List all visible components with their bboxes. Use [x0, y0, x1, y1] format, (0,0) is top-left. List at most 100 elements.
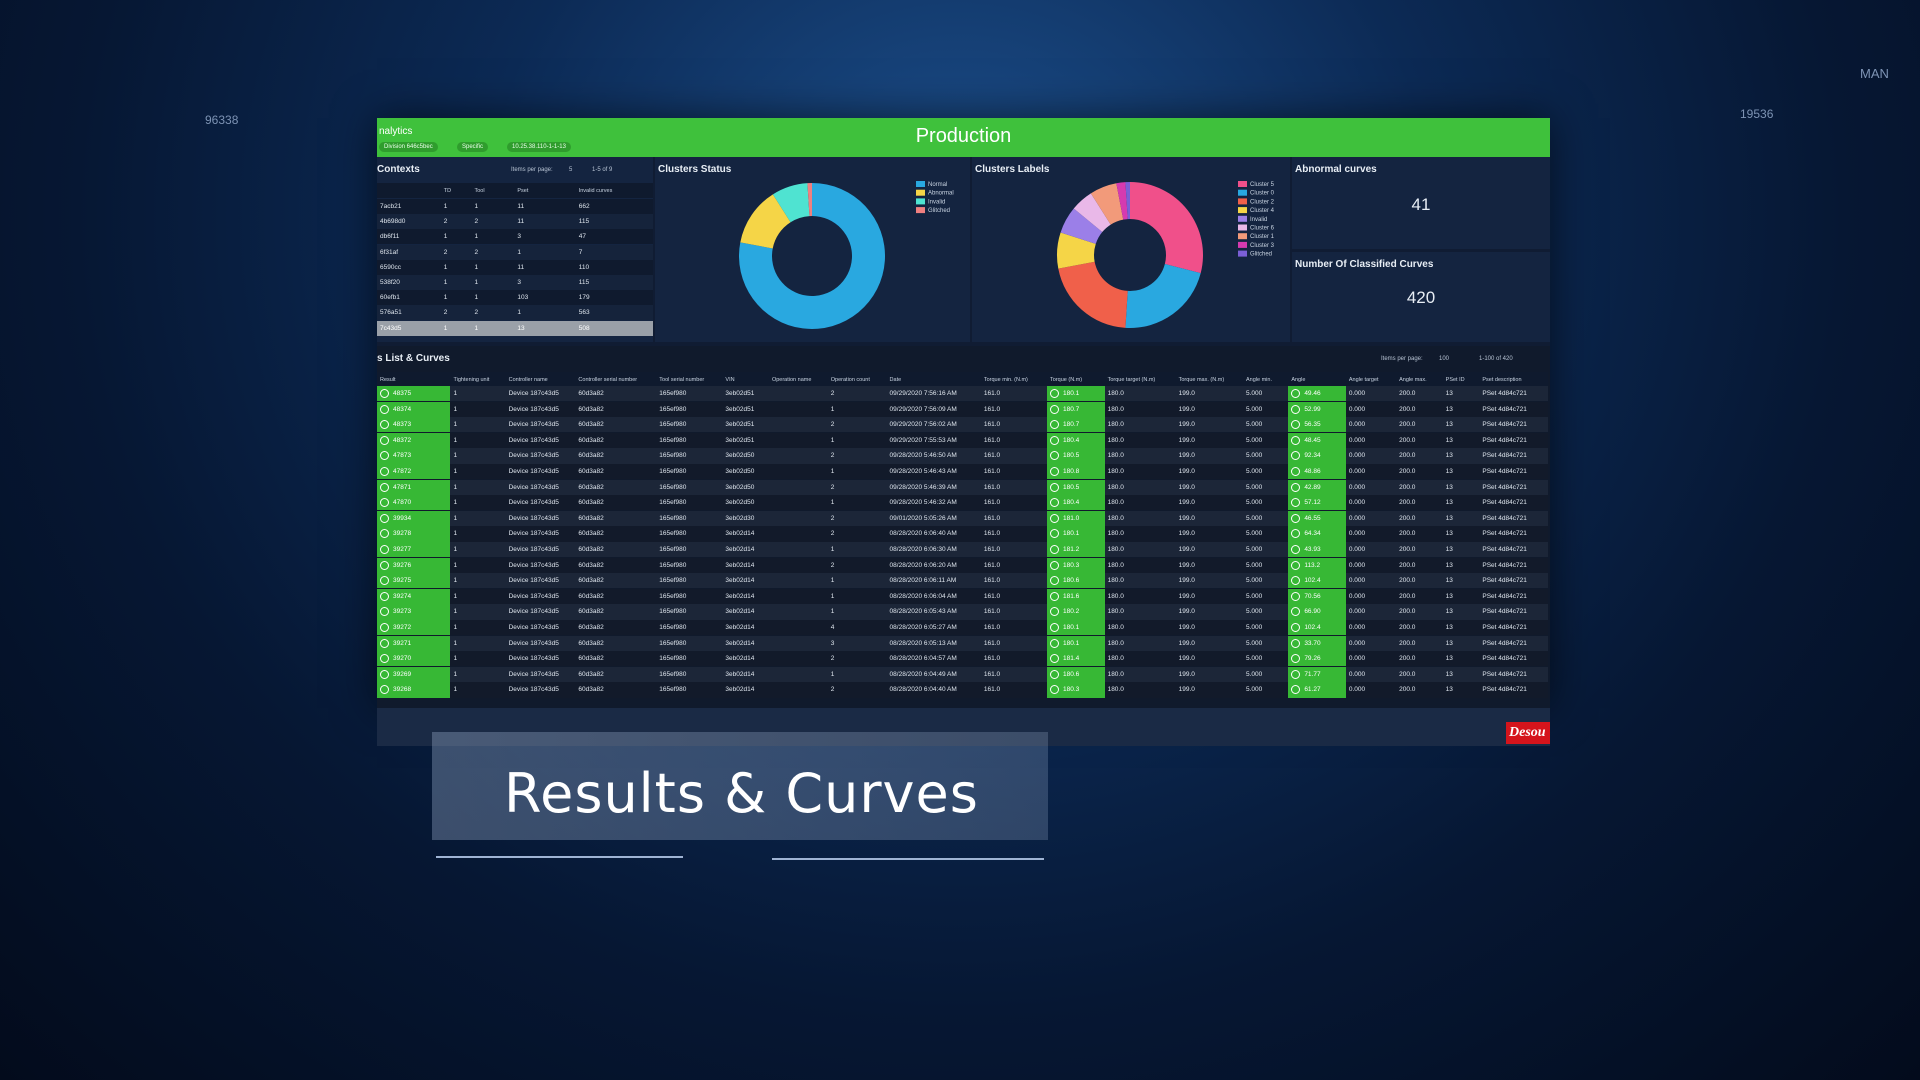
cell: 0.000 — [1348, 592, 1366, 600]
table-row[interactable]: 39275 1 Device 187c43d5 60d3a82 165ef980 3eb0… — [377, 573, 1548, 589]
cell: 3 — [830, 639, 835, 647]
cell: 0.000 — [1348, 655, 1366, 663]
check-icon — [380, 669, 389, 679]
status-cell: 48374 — [377, 401, 451, 417]
table-row[interactable]: 39276 1 Device 187c43d5 60d3a82 165ef980 3eb0… — [377, 557, 1548, 573]
table-row[interactable]: 39272 1 Device 187c43d5 60d3a82 165ef980 3eb0… — [377, 620, 1548, 636]
column-header[interactable]: Pset description — [1482, 376, 1522, 383]
column-header[interactable]: Torque (N.m) — [1050, 376, 1083, 383]
table-row[interactable]: db6f11 1 1 3 47 — [377, 229, 653, 245]
chip[interactable]: Specific — [457, 142, 489, 152]
table-row[interactable]: 47870 1 Device 187c43d5 60d3a82 165ef980 3eb0… — [377, 495, 1548, 511]
table-header: TD Tool Pset Invalid curves — [377, 183, 653, 198]
table-row[interactable]: 39273 1 Device 187c43d5 60d3a82 165ef980 3eb0… — [377, 604, 1548, 620]
table-row[interactable]: 47873 1 Device 187c43d5 60d3a82 165ef980 3eb0… — [377, 448, 1548, 464]
cell: PSet 4d84c721 — [1482, 514, 1527, 522]
table-row[interactable]: 60efb1 1 1 103 179 — [377, 290, 653, 306]
cell: 47873 — [393, 452, 412, 460]
table-row[interactable]: 47872 1 Device 187c43d5 60d3a82 165ef980 3eb0… — [377, 464, 1548, 480]
cell: Device 187c43d5 — [508, 499, 559, 507]
table-row[interactable]: 4b698d0 2 2 11 115 — [377, 214, 653, 230]
column-header[interactable]: Result — [380, 376, 396, 383]
column-header[interactable]: Angle min. — [1246, 376, 1272, 383]
table-row[interactable]: 48375 1 Device 187c43d5 60d3a82 165ef980 3eb0… — [377, 386, 1548, 402]
cell: 2 — [474, 218, 479, 226]
check-icon — [380, 545, 389, 555]
table-row[interactable]: 39274 1 Device 187c43d5 60d3a82 165ef980 3eb0… — [377, 588, 1548, 604]
cell: 5.000 — [1246, 483, 1263, 491]
cell: 3eb02d30 — [725, 514, 755, 522]
column-header[interactable]: Controller name — [508, 376, 548, 383]
cell: 161.0 — [983, 483, 1001, 491]
column-header[interactable]: Angle — [1291, 376, 1306, 383]
column-header[interactable]: Torque max. (N.m) — [1178, 376, 1225, 383]
pie-slice — [739, 183, 885, 329]
abnormal-card: Abnormal curves 41 — [1292, 157, 1550, 249]
cell: 0.000 — [1348, 546, 1366, 554]
chip[interactable]: Division 646c5bec — [379, 142, 438, 152]
cell: 165ef980 — [659, 421, 687, 429]
label: Items per page: — [511, 167, 553, 173]
column-header[interactable]: Angle max. — [1399, 376, 1427, 383]
cell: 161.0 — [983, 686, 1001, 694]
status-cell: 52.99 — [1288, 401, 1346, 417]
column-header[interactable]: Tool serial number — [659, 376, 705, 383]
table-row[interactable]: 7c43d5 1 1 13 508 — [377, 320, 653, 336]
items-per-page[interactable]: 5 — [569, 167, 573, 173]
table-row[interactable]: 39934 1 Device 187c43d5 60d3a82 165ef980 3eb0… — [377, 510, 1548, 526]
legend-label: Cluster 2 — [1250, 199, 1275, 205]
items-per-page[interactable]: 100 — [1439, 356, 1450, 362]
table-row[interactable]: 39268 1 Device 187c43d5 60d3a82 165ef980 3eb0… — [377, 682, 1548, 698]
cell: 161.0 — [983, 655, 1001, 663]
check-icon — [1050, 513, 1060, 523]
table-row[interactable]: 47871 1 Device 187c43d5 60d3a82 165ef980 3eb0… — [377, 479, 1548, 495]
cell: 39273 — [393, 608, 412, 616]
status-cell: 39269 — [377, 666, 451, 682]
card-title: s List & Curves — [377, 353, 450, 364]
table-row[interactable]: 39277 1 Device 187c43d5 60d3a82 165ef980 3eb0… — [377, 542, 1548, 558]
table-row[interactable]: 39270 1 Device 187c43d5 60d3a82 165ef980 3eb0… — [377, 651, 1548, 667]
column-header[interactable]: Controller serial number — [578, 376, 638, 383]
table-row[interactable]: 6f31af 2 2 1 7 — [377, 244, 653, 260]
table-row[interactable]: 48373 1 Device 187c43d5 60d3a82 165ef980 3eb0… — [377, 417, 1548, 433]
table-row[interactable]: 39278 1 Device 187c43d5 60d3a82 165ef980 3eb0… — [377, 526, 1548, 542]
table-row[interactable]: 6590cc 1 1 11 110 — [377, 259, 653, 275]
cell: 199.0 — [1178, 436, 1195, 444]
cell: 180.5 — [1063, 483, 1080, 491]
cell: 0.000 — [1348, 686, 1366, 694]
pie-slice — [1116, 182, 1128, 220]
cell: 199.0 — [1178, 530, 1195, 538]
cell: 0.000 — [1348, 390, 1366, 398]
legend-label: Cluster 1 — [1250, 234, 1275, 240]
chip[interactable]: 10.25.38.110-1-1-13 — [507, 142, 571, 152]
column-header[interactable]: Torque min. (N.m) — [983, 376, 1028, 383]
table-row[interactable]: 39269 1 Device 187c43d5 60d3a82 165ef980 3eb0… — [377, 666, 1548, 682]
column-header[interactable]: PSet ID — [1445, 376, 1465, 383]
column-header[interactable]: Operation name — [771, 376, 812, 383]
column-header[interactable]: VIN — [725, 376, 735, 383]
cell: 199.0 — [1178, 405, 1195, 413]
cell: 1 — [443, 324, 448, 332]
table-row[interactable]: 538f20 1 1 3 115 — [377, 275, 653, 290]
check-icon — [1291, 482, 1301, 492]
column-header[interactable]: Angle target — [1348, 376, 1379, 383]
check-icon — [1291, 498, 1301, 508]
cell: 1 — [453, 405, 458, 413]
table-row[interactable]: 576a51 2 2 1 563 — [377, 305, 653, 321]
table-row[interactable]: 7acb21 1 1 11 662 — [377, 199, 653, 214]
status-cell: 39276 — [377, 557, 451, 573]
cell: db6f11 — [380, 233, 400, 241]
column-header[interactable]: Date — [889, 376, 902, 383]
cell: 3eb02d14 — [725, 577, 755, 585]
cell: 165ef980 — [659, 468, 687, 476]
results-card: s List & Curves Items per page: 100 1-10… — [377, 346, 1550, 708]
column-header[interactable]: Operation count — [830, 376, 870, 383]
cell: 61.27 — [1304, 686, 1321, 694]
table-row[interactable]: 48372 1 Device 187c43d5 60d3a82 165ef980 3eb0… — [377, 432, 1548, 448]
cell: 09/28/2020 5:46:32 AM — [889, 499, 957, 507]
table-row[interactable]: 39271 1 Device 187c43d5 60d3a82 165ef980 3eb0… — [377, 635, 1548, 651]
check-icon — [380, 654, 389, 664]
column-header[interactable]: Torque target (N.m) — [1107, 376, 1156, 383]
column-header[interactable]: Tightening unit — [453, 376, 490, 383]
table-row[interactable]: 48374 1 Device 187c43d5 60d3a82 165ef980 3eb0… — [377, 401, 1548, 417]
